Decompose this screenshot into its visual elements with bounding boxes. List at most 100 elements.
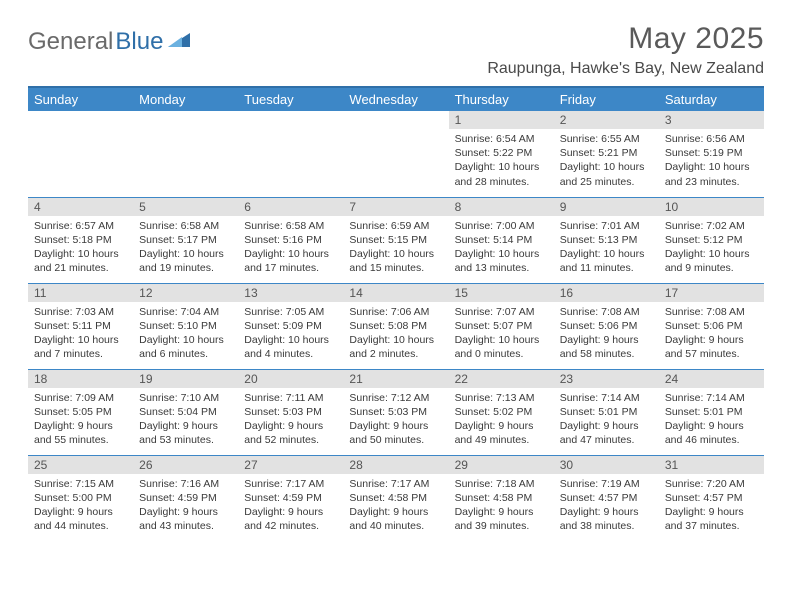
day-body: Sunrise: 7:04 AMSunset: 5:10 PMDaylight:… (133, 302, 238, 366)
calendar-day-cell: 1Sunrise: 6:54 AMSunset: 5:22 PMDaylight… (449, 111, 554, 197)
day-sunset: Sunset: 5:07 PM (455, 319, 548, 333)
day-body: Sunrise: 7:17 AMSunset: 4:59 PMDaylight:… (238, 474, 343, 538)
calendar-day-cell: 27Sunrise: 7:17 AMSunset: 4:59 PMDayligh… (238, 455, 343, 541)
day-sunrise: Sunrise: 7:10 AM (139, 391, 232, 405)
day-body: Sunrise: 7:20 AMSunset: 4:57 PMDaylight:… (659, 474, 764, 538)
title-block: May 2025 Raupunga, Hawke's Bay, New Zeal… (487, 22, 764, 78)
day-sunset: Sunset: 4:57 PM (665, 491, 758, 505)
day-sunrise: Sunrise: 7:04 AM (139, 305, 232, 319)
weekday-header: Saturday (659, 87, 764, 111)
day-sunset: Sunset: 5:05 PM (34, 405, 127, 419)
day-number: 10 (659, 198, 764, 216)
day-daylight: Daylight: 9 hours and 38 minutes. (560, 505, 653, 533)
day-number: 5 (133, 198, 238, 216)
day-daylight: Daylight: 9 hours and 55 minutes. (34, 419, 127, 447)
day-sunset: Sunset: 5:01 PM (560, 405, 653, 419)
day-body: Sunrise: 7:13 AMSunset: 5:02 PMDaylight:… (449, 388, 554, 452)
day-sunrise: Sunrise: 7:08 AM (560, 305, 653, 319)
day-number: 29 (449, 456, 554, 474)
day-sunrise: Sunrise: 7:13 AM (455, 391, 548, 405)
day-number: 18 (28, 370, 133, 388)
day-body: Sunrise: 6:56 AMSunset: 5:19 PMDaylight:… (659, 129, 764, 193)
day-sunrise: Sunrise: 7:19 AM (560, 477, 653, 491)
weekday-header: Thursday (449, 87, 554, 111)
calendar-day-cell (238, 111, 343, 197)
day-sunset: Sunset: 5:00 PM (34, 491, 127, 505)
day-sunrise: Sunrise: 7:03 AM (34, 305, 127, 319)
day-daylight: Daylight: 10 hours and 6 minutes. (139, 333, 232, 361)
day-sunset: Sunset: 5:04 PM (139, 405, 232, 419)
day-body: Sunrise: 7:11 AMSunset: 5:03 PMDaylight:… (238, 388, 343, 452)
calendar-day-cell: 4Sunrise: 6:57 AMSunset: 5:18 PMDaylight… (28, 197, 133, 283)
calendar-day-cell: 3Sunrise: 6:56 AMSunset: 5:19 PMDaylight… (659, 111, 764, 197)
calendar-day-cell: 13Sunrise: 7:05 AMSunset: 5:09 PMDayligh… (238, 283, 343, 369)
day-sunrise: Sunrise: 6:54 AM (455, 132, 548, 146)
day-sunrise: Sunrise: 7:08 AM (665, 305, 758, 319)
calendar-day-cell: 24Sunrise: 7:14 AMSunset: 5:01 PMDayligh… (659, 369, 764, 455)
logo-triangle-icon (168, 31, 190, 52)
day-sunset: Sunset: 5:03 PM (349, 405, 442, 419)
calendar-day-cell: 9Sunrise: 7:01 AMSunset: 5:13 PMDaylight… (554, 197, 659, 283)
calendar-day-cell: 10Sunrise: 7:02 AMSunset: 5:12 PMDayligh… (659, 197, 764, 283)
day-daylight: Daylight: 10 hours and 13 minutes. (455, 247, 548, 275)
day-sunset: Sunset: 5:13 PM (560, 233, 653, 247)
calendar-day-cell: 30Sunrise: 7:19 AMSunset: 4:57 PMDayligh… (554, 455, 659, 541)
day-daylight: Daylight: 10 hours and 7 minutes. (34, 333, 127, 361)
day-number: 27 (238, 456, 343, 474)
day-daylight: Daylight: 10 hours and 17 minutes. (244, 247, 337, 275)
day-daylight: Daylight: 9 hours and 40 minutes. (349, 505, 442, 533)
day-number: 16 (554, 284, 659, 302)
day-daylight: Daylight: 10 hours and 0 minutes. (455, 333, 548, 361)
day-body: Sunrise: 6:55 AMSunset: 5:21 PMDaylight:… (554, 129, 659, 193)
day-body: Sunrise: 6:58 AMSunset: 5:16 PMDaylight:… (238, 216, 343, 280)
day-number: 31 (659, 456, 764, 474)
day-body: Sunrise: 7:08 AMSunset: 5:06 PMDaylight:… (659, 302, 764, 366)
calendar-day-cell: 17Sunrise: 7:08 AMSunset: 5:06 PMDayligh… (659, 283, 764, 369)
day-daylight: Daylight: 10 hours and 15 minutes. (349, 247, 442, 275)
calendar-day-cell: 21Sunrise: 7:12 AMSunset: 5:03 PMDayligh… (343, 369, 448, 455)
day-sunset: Sunset: 5:12 PM (665, 233, 758, 247)
day-sunrise: Sunrise: 6:57 AM (34, 219, 127, 233)
month-title: May 2025 (487, 22, 764, 56)
day-body: Sunrise: 7:18 AMSunset: 4:58 PMDaylight:… (449, 474, 554, 538)
day-body: Sunrise: 7:02 AMSunset: 5:12 PMDaylight:… (659, 216, 764, 280)
day-daylight: Daylight: 9 hours and 37 minutes. (665, 505, 758, 533)
day-sunset: Sunset: 5:15 PM (349, 233, 442, 247)
calendar-day-cell (343, 111, 448, 197)
day-sunset: Sunset: 5:14 PM (455, 233, 548, 247)
calendar-week-row: 4Sunrise: 6:57 AMSunset: 5:18 PMDaylight… (28, 197, 764, 283)
calendar-day-cell (28, 111, 133, 197)
day-sunrise: Sunrise: 6:59 AM (349, 219, 442, 233)
calendar-day-cell: 5Sunrise: 6:58 AMSunset: 5:17 PMDaylight… (133, 197, 238, 283)
day-sunrise: Sunrise: 7:14 AM (665, 391, 758, 405)
day-daylight: Daylight: 10 hours and 11 minutes. (560, 247, 653, 275)
day-daylight: Daylight: 10 hours and 2 minutes. (349, 333, 442, 361)
weekday-header-row: Sunday Monday Tuesday Wednesday Thursday… (28, 87, 764, 111)
day-sunset: Sunset: 5:09 PM (244, 319, 337, 333)
day-sunset: Sunset: 5:06 PM (560, 319, 653, 333)
day-sunset: Sunset: 5:19 PM (665, 146, 758, 160)
day-daylight: Daylight: 9 hours and 57 minutes. (665, 333, 758, 361)
calendar-week-row: 18Sunrise: 7:09 AMSunset: 5:05 PMDayligh… (28, 369, 764, 455)
day-sunrise: Sunrise: 7:09 AM (34, 391, 127, 405)
day-number: 17 (659, 284, 764, 302)
calendar-day-cell: 6Sunrise: 6:58 AMSunset: 5:16 PMDaylight… (238, 197, 343, 283)
calendar-week-row: 25Sunrise: 7:15 AMSunset: 5:00 PMDayligh… (28, 455, 764, 541)
day-body: Sunrise: 7:19 AMSunset: 4:57 PMDaylight:… (554, 474, 659, 538)
calendar-week-row: 11Sunrise: 7:03 AMSunset: 5:11 PMDayligh… (28, 283, 764, 369)
day-body: Sunrise: 7:14 AMSunset: 5:01 PMDaylight:… (554, 388, 659, 452)
day-sunset: Sunset: 5:02 PM (455, 405, 548, 419)
day-sunrise: Sunrise: 7:11 AM (244, 391, 337, 405)
day-body: Sunrise: 7:01 AMSunset: 5:13 PMDaylight:… (554, 216, 659, 280)
day-daylight: Daylight: 9 hours and 47 minutes. (560, 419, 653, 447)
day-number: 28 (343, 456, 448, 474)
day-sunset: Sunset: 5:03 PM (244, 405, 337, 419)
day-number: 26 (133, 456, 238, 474)
day-body: Sunrise: 7:07 AMSunset: 5:07 PMDaylight:… (449, 302, 554, 366)
calendar-table: Sunday Monday Tuesday Wednesday Thursday… (28, 86, 764, 541)
day-number: 14 (343, 284, 448, 302)
calendar-day-cell: 20Sunrise: 7:11 AMSunset: 5:03 PMDayligh… (238, 369, 343, 455)
weekday-header: Tuesday (238, 87, 343, 111)
calendar-day-cell: 16Sunrise: 7:08 AMSunset: 5:06 PMDayligh… (554, 283, 659, 369)
day-sunset: Sunset: 4:58 PM (349, 491, 442, 505)
